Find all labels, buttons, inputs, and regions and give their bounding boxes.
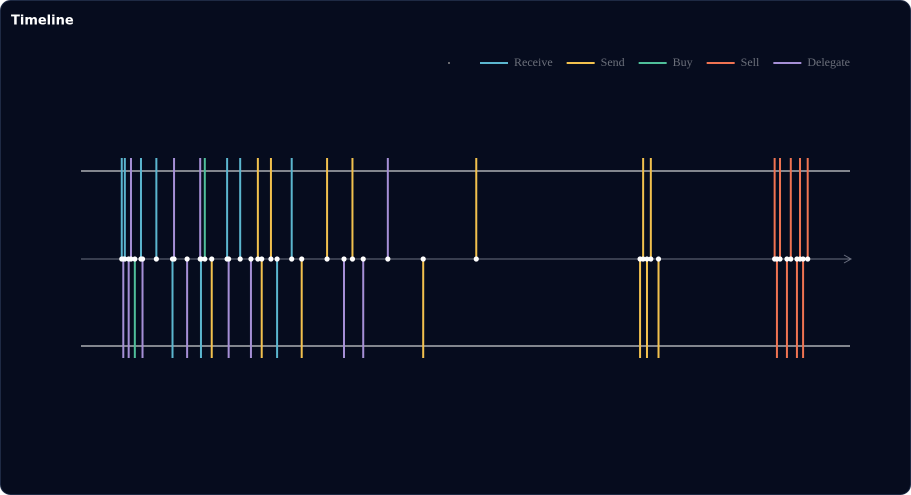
event-dot <box>655 256 662 262</box>
event-dot <box>274 256 280 262</box>
event-dot <box>171 256 177 262</box>
event-dot <box>153 256 159 262</box>
event-dot <box>473 256 479 262</box>
event-dot <box>644 256 650 262</box>
event-dot <box>237 256 243 262</box>
event-dot <box>289 256 295 262</box>
event-dot <box>209 256 215 262</box>
axis-arrow <box>843 254 853 264</box>
event-dot <box>259 256 265 262</box>
event-dot <box>120 256 126 262</box>
event-dot <box>299 256 305 262</box>
legend-label: Sell <box>741 55 760 69</box>
event-dot <box>805 256 811 262</box>
event-dot <box>349 256 356 262</box>
event-dot <box>128 256 134 262</box>
event-dot <box>784 256 790 262</box>
event-dot <box>788 256 794 262</box>
event-dot <box>255 256 261 262</box>
legend-label: Buy <box>673 55 693 69</box>
event-dot <box>197 256 203 262</box>
event-dot <box>202 256 208 262</box>
event-dot <box>268 256 274 262</box>
event-dot <box>341 256 347 262</box>
event-dot <box>385 256 391 262</box>
legend-dot <box>448 62 450 64</box>
event-dot <box>184 256 190 262</box>
chart-title: Timeline <box>11 14 74 29</box>
event-dot <box>360 256 366 262</box>
legend-label: Delegate <box>807 55 850 69</box>
event-dot <box>777 256 783 262</box>
event-dot <box>640 256 646 262</box>
event-dot <box>139 256 146 262</box>
legend-label: Receive <box>514 55 553 69</box>
event-dot <box>324 256 330 262</box>
event-dot <box>248 256 254 262</box>
event-dot <box>420 256 426 262</box>
event-dot <box>648 256 654 262</box>
legend-label: Send <box>601 55 625 69</box>
event-dot <box>226 256 232 262</box>
event-dot <box>132 256 138 262</box>
event-dot <box>800 256 806 262</box>
